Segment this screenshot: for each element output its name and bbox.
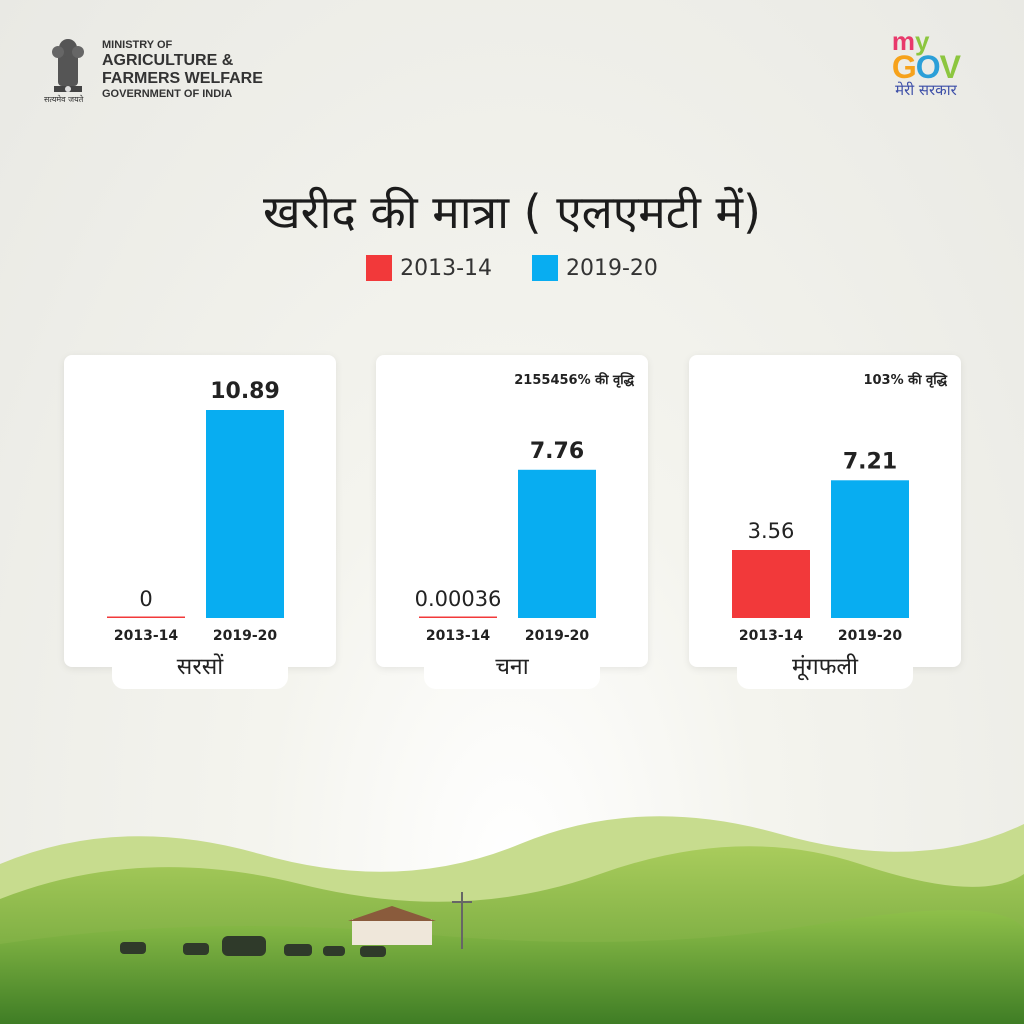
value-label-gram-2013-14: 0.00036 xyxy=(415,587,502,611)
cattle-icons xyxy=(120,936,386,957)
bar-gram-2013-14 xyxy=(419,616,497,618)
legend: 2013-14 2019-20 xyxy=(0,255,1024,281)
emblem-motto: सत्यमेव जयते xyxy=(44,95,84,104)
national-emblem-icon xyxy=(52,39,84,92)
bar-mustard-2013-14 xyxy=(107,616,185,618)
crop-label-gram: चना xyxy=(424,649,600,689)
chart-title: खरीद की मात्रा ( एलएमटी में) xyxy=(263,185,761,239)
bar-gram-2019-20 xyxy=(518,469,596,618)
chart-mustard: 0 2013-14 10.89 2019-20 xyxy=(107,379,284,644)
value-label-groundnut-2019-20: 7.21 xyxy=(843,449,897,474)
legend-swatch-2013 xyxy=(366,255,393,281)
value-label-mustard-2013-14: 0 xyxy=(139,587,152,611)
ministry-header: MINISTRY OF AGRICULTURE & FARMERS WELFAR… xyxy=(44,34,263,106)
windmill-icon xyxy=(452,892,472,949)
mygov-logo: my GOV मेरी सरकार xyxy=(891,26,961,100)
value-label-mustard-2019-20: 10.89 xyxy=(210,379,280,404)
category-label-groundnut-2019-20: 2019-20 xyxy=(838,628,903,644)
mygov-tagline: मेरी सरकार xyxy=(895,81,957,99)
legend-label-2013: 2013-14 xyxy=(400,255,492,281)
bar-groundnut-2013-14 xyxy=(732,550,810,618)
chart-groundnut: 3.56 2013-14 7.21 2019-20 xyxy=(732,449,909,644)
bar-groundnut-2019-20 xyxy=(831,480,909,618)
legend-item-2019: 2019-20 xyxy=(532,255,658,281)
legend-item-2013: 2013-14 xyxy=(366,255,492,281)
category-label-mustard-2019-20: 2019-20 xyxy=(213,628,278,644)
crop-label-mustard: सरसों xyxy=(112,649,288,689)
crop-label-groundnut: मूंगफली xyxy=(737,649,913,689)
ministry-line-3: FARMERS WELFARE xyxy=(102,70,263,87)
ministry-line-1: MINISTRY OF xyxy=(102,38,173,51)
ministry-name: MINISTRY OF AGRICULTURE & FARMERS WELFAR… xyxy=(102,39,263,101)
growth-label-gram: 2155456% की वृद्धि xyxy=(514,373,634,388)
growth-label-groundnut: 103% की वृद्धि xyxy=(863,373,947,388)
panel-gram: 0.00036 2013-14 7.76 2019-20 2155456% की वृ… xyxy=(376,355,648,689)
legend-label-2019: 2019-20 xyxy=(566,255,658,281)
category-label-groundnut-2013-14: 2013-14 xyxy=(739,628,804,644)
category-label-gram-2013-14: 2013-14 xyxy=(426,628,491,644)
mygov-gov: GOV xyxy=(891,49,961,85)
mygov-my: my xyxy=(891,26,930,56)
category-label-gram-2019-20: 2019-20 xyxy=(525,628,590,644)
barn-icon xyxy=(348,906,436,945)
category-label-mustard-2013-14: 2013-14 xyxy=(114,628,179,644)
bar-mustard-2019-20 xyxy=(206,410,284,618)
panel-mustard: 0 2013-14 10.89 2019-20 सरसों xyxy=(64,355,336,689)
farm-landscape-illustration xyxy=(0,816,1024,1024)
chart-gram: 0.00036 2013-14 7.76 2019-20 xyxy=(415,439,596,644)
ministry-line-2: AGRICULTURE & xyxy=(102,51,234,69)
value-label-gram-2019-20: 7.76 xyxy=(530,439,584,464)
panel-groundnut: 3.56 2013-14 7.21 2019-20 103% की वृद्धि मू… xyxy=(689,355,961,689)
ministry-line-4: GOVERNMENT OF INDIA xyxy=(102,88,233,101)
value-label-groundnut-2013-14: 3.56 xyxy=(748,519,795,543)
legend-swatch-2019 xyxy=(532,255,558,281)
